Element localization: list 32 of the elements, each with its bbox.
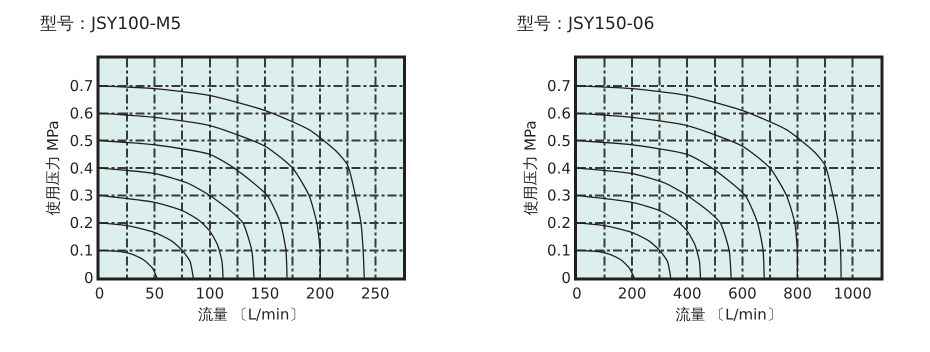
y-tick-label: 0.2 (547, 214, 571, 232)
x-tick-label: 200 (618, 284, 646, 303)
y-tick-label: 0.6 (547, 104, 571, 123)
chart-title: 型号：JSY150-06 (517, 14, 654, 34)
x-tick-label: 100 (195, 284, 224, 303)
x-tick-label: 1000 (834, 284, 872, 303)
x-tick-label: 600 (728, 284, 757, 303)
y-tick-label: 0.4 (70, 159, 94, 178)
y-tick-label: 0.2 (70, 214, 94, 232)
x-axis-title: 流量 〔L/min〕 (198, 306, 304, 324)
y-tick-label: 0.7 (70, 77, 94, 96)
x-tick-label: 150 (250, 284, 280, 303)
y-tick-label: 0.5 (547, 132, 571, 150)
y-tick-label: 0 (84, 268, 94, 287)
y-tick-label: 0.7 (547, 77, 571, 96)
y-tick-label: 0.3 (70, 186, 94, 205)
y-tick-label: 0.5 (70, 132, 94, 150)
y-axis-title: 使用压力 MPa (521, 120, 540, 216)
y-axis-title: 使用压力 MPa (44, 120, 62, 216)
y-tick-label: 0.6 (70, 104, 94, 123)
y-tick-label: 0.4 (547, 159, 571, 178)
chart-title: 型号：JSY100-M5 (40, 14, 182, 34)
y-tick-label: 0.1 (547, 242, 571, 260)
x-axis-title: 流量 〔L/min〕 (675, 306, 782, 324)
x-tick-label: 200 (306, 284, 334, 303)
x-tick-label: 800 (783, 284, 812, 303)
y-tick-label: 0.1 (70, 242, 94, 260)
x-tick-label: 400 (672, 284, 702, 303)
x-tick-label: 250 (360, 284, 390, 303)
x-tick-label: 50 (145, 284, 164, 303)
y-tick-label: 0.3 (547, 186, 571, 205)
y-tick-label: 0 (561, 268, 571, 287)
